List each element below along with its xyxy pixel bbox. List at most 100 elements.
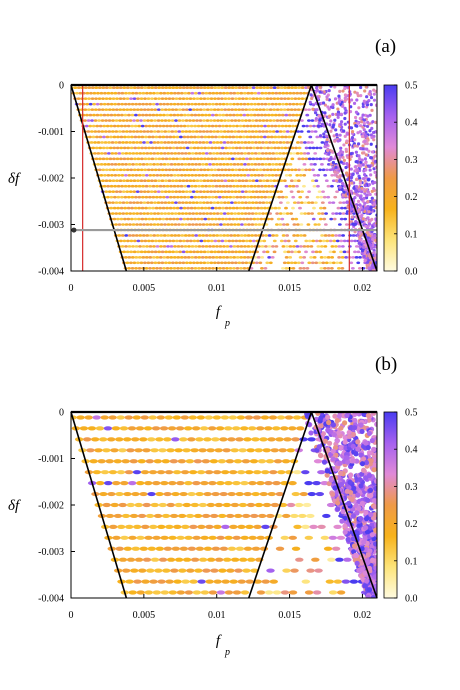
heat-cell xyxy=(109,173,114,177)
heat-cell xyxy=(254,141,258,144)
heat-cell xyxy=(256,426,265,431)
heat-cell xyxy=(189,217,194,221)
heat-cell xyxy=(200,124,205,128)
heat-cell xyxy=(187,234,192,237)
heat-cell xyxy=(182,135,187,139)
heat-cell xyxy=(327,107,331,111)
heat-cell xyxy=(126,146,131,150)
heat-cell xyxy=(343,86,347,91)
heat-cell xyxy=(359,94,363,98)
heat-cell xyxy=(190,557,200,562)
heat-cell xyxy=(120,234,125,237)
heat-cell xyxy=(267,173,272,177)
heat-cell xyxy=(98,135,103,139)
heat-cell xyxy=(205,579,214,584)
heat-cell xyxy=(190,234,195,237)
heat-cell xyxy=(260,415,270,420)
heat-cell xyxy=(217,513,227,519)
heat-cell xyxy=(161,124,166,128)
heat-cell xyxy=(121,119,126,122)
heat-cell xyxy=(102,173,107,177)
heat-cell xyxy=(243,130,248,133)
heat-cell xyxy=(126,157,130,161)
heat-cell xyxy=(194,152,199,155)
heat-cell xyxy=(100,130,105,133)
heat-cell xyxy=(124,212,129,215)
heat-cell xyxy=(149,190,154,193)
heat-cell xyxy=(218,234,223,237)
heat-cell xyxy=(152,223,157,226)
heat-cell xyxy=(241,146,246,150)
heat-cell xyxy=(147,195,152,199)
heat-cell xyxy=(311,217,316,221)
heat-cell xyxy=(374,159,377,163)
heat-cell xyxy=(371,237,375,242)
heat-cell xyxy=(232,535,241,540)
heat-cell xyxy=(199,135,204,139)
heat-cell xyxy=(366,430,372,437)
heat-cell xyxy=(90,119,94,122)
heat-cell xyxy=(288,152,293,155)
heat-cell xyxy=(200,102,205,106)
heat-cell xyxy=(137,195,142,199)
heat-cell xyxy=(222,223,227,226)
heat-cell xyxy=(291,102,296,106)
heat-cell xyxy=(345,459,351,465)
heat-cell xyxy=(115,157,120,161)
heat-cell xyxy=(285,245,289,248)
heat-cell xyxy=(116,173,121,177)
heat-cell xyxy=(147,546,156,551)
heat-cell xyxy=(328,590,338,595)
heat-cell xyxy=(148,152,153,155)
heat-cell xyxy=(157,239,162,243)
heat-cell xyxy=(109,195,114,199)
heat-cell xyxy=(293,261,298,265)
heat-cell xyxy=(215,163,219,166)
heat-cell xyxy=(282,119,287,122)
heat-cell xyxy=(155,437,164,442)
heat-cell xyxy=(182,206,187,210)
heat-cell xyxy=(179,256,184,259)
heat-cell xyxy=(159,152,164,155)
heat-cell xyxy=(302,163,307,166)
heat-cell xyxy=(317,452,324,458)
heat-cell xyxy=(328,123,332,127)
heat-cell xyxy=(224,590,234,595)
heat-cell xyxy=(100,470,110,475)
heat-cell xyxy=(291,113,296,117)
heat-cell xyxy=(345,200,349,204)
heat-cell xyxy=(227,239,232,243)
heat-cell xyxy=(307,168,312,172)
heat-cell xyxy=(367,210,371,214)
heat-cell xyxy=(132,108,137,111)
heat-cell xyxy=(365,189,370,193)
heat-cell xyxy=(169,245,174,248)
heat-cell xyxy=(321,459,328,465)
heat-cell xyxy=(368,239,372,243)
heat-cell xyxy=(242,184,247,188)
heat-cell xyxy=(259,195,264,199)
heat-cell xyxy=(373,234,377,238)
heat-cell xyxy=(292,415,302,420)
heat-cell xyxy=(169,173,174,177)
heat-cell xyxy=(129,261,133,265)
heat-cell xyxy=(218,152,223,155)
heat-cell xyxy=(129,513,139,519)
heat-cell xyxy=(272,250,277,254)
heat-cell xyxy=(177,201,182,204)
heat-cell xyxy=(365,100,369,105)
heat-cell xyxy=(141,152,146,155)
heat-cell xyxy=(133,206,138,210)
heat-cell xyxy=(139,491,148,497)
heat-cell xyxy=(239,173,244,177)
heat-cell xyxy=(360,251,364,255)
heat-cell xyxy=(121,513,131,519)
heat-cell xyxy=(167,426,177,431)
heat-cell xyxy=(366,260,370,264)
heat-cell xyxy=(130,256,135,259)
heat-cell xyxy=(128,223,132,226)
heat-cell xyxy=(118,179,123,183)
heat-cell xyxy=(236,470,246,475)
heat-cell xyxy=(133,124,138,128)
heat-cell xyxy=(269,146,274,150)
